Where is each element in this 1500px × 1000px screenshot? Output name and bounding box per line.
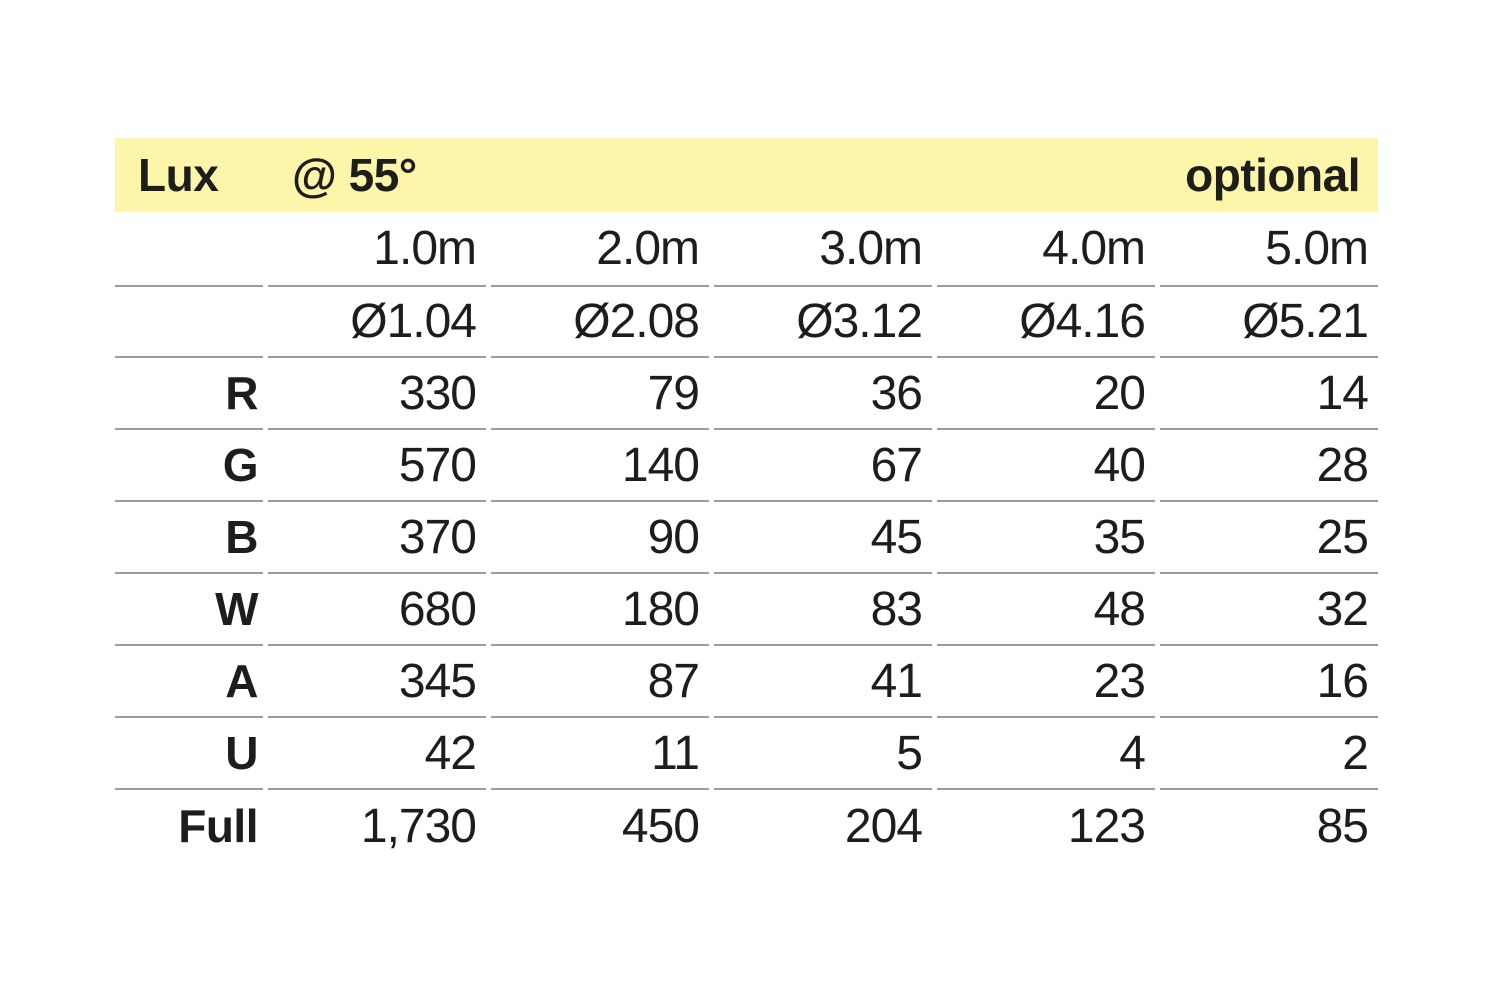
value-cell: 140 xyxy=(491,430,709,502)
value-cell: 87 xyxy=(491,646,709,718)
distance-header: 1.0m xyxy=(268,212,486,287)
table-row: G 570 140 67 40 28 xyxy=(115,430,1378,502)
row-label: R xyxy=(115,358,263,430)
value-cell: 35 xyxy=(937,502,1155,574)
diameter-header: Ø2.08 xyxy=(491,287,709,358)
row-label: U xyxy=(115,718,263,790)
row-label: A xyxy=(115,646,263,718)
table-row: U 42 11 5 4 2 xyxy=(115,718,1378,790)
row-label: B xyxy=(115,502,263,574)
value-cell: 180 xyxy=(491,574,709,646)
row-label: W xyxy=(115,574,263,646)
diameter-header: Ø1.04 xyxy=(268,287,486,358)
beam-angle-label: @ 55° xyxy=(292,149,417,201)
value-cell: 90 xyxy=(491,502,709,574)
value-cell: 36 xyxy=(714,358,932,430)
distance-header-row: 1.0m 2.0m 3.0m 4.0m 5.0m xyxy=(115,212,1378,287)
distance-header: 3.0m xyxy=(714,212,932,287)
diameter-header: Ø4.16 xyxy=(937,287,1155,358)
empty-corner-cell xyxy=(115,287,263,358)
value-cell: 1,730 xyxy=(360,799,477,853)
diameter-header-row: Ø1.04 Ø2.08 Ø3.12 Ø4.16 Ø5.21 xyxy=(115,287,1378,358)
table-header-band: Lux @ 55° optional xyxy=(115,138,1378,212)
value-cell: 79 xyxy=(491,358,709,430)
diameter-header: Ø5.21 xyxy=(1160,287,1378,358)
value-cell: 4 xyxy=(937,718,1155,790)
table-title: Lux xyxy=(138,149,219,201)
row-label: Full xyxy=(178,800,258,852)
table-row: Full 1,730 450 204 123 85 xyxy=(115,790,1378,862)
value-cell: 40 xyxy=(937,430,1155,502)
distance-header: 4.0m xyxy=(937,212,1155,287)
value-cell: 204 xyxy=(844,799,923,853)
value-cell: 680 xyxy=(268,574,486,646)
value-cell: 41 xyxy=(714,646,932,718)
table-row: R 330 79 36 20 14 xyxy=(115,358,1378,430)
diameter-header: Ø3.12 xyxy=(714,287,932,358)
value-cell: 25 xyxy=(1160,502,1378,574)
distance-header: 2.0m xyxy=(491,212,709,287)
value-cell: 2 xyxy=(1160,718,1378,790)
row-label: G xyxy=(115,430,263,502)
value-cell: 85 xyxy=(1316,799,1369,853)
distance-header: 5.0m xyxy=(1160,212,1378,287)
value-cell: 28 xyxy=(1160,430,1378,502)
value-cell: 20 xyxy=(937,358,1155,430)
value-cell: 123 xyxy=(1067,799,1146,853)
value-cell: 32 xyxy=(1160,574,1378,646)
value-cell: 370 xyxy=(268,502,486,574)
value-cell: 11 xyxy=(491,718,709,790)
value-cell: 48 xyxy=(937,574,1155,646)
table-row: W 680 180 83 48 32 xyxy=(115,574,1378,646)
table-body: 1.0m 2.0m 3.0m 4.0m 5.0m Ø1.04 Ø2.08 Ø3.… xyxy=(115,212,1378,862)
empty-corner-cell xyxy=(115,212,263,287)
lux-data-table: Lux @ 55° optional 1.0m 2.0m 3.0m 4.0m 5… xyxy=(115,138,1378,862)
value-cell: 330 xyxy=(268,358,486,430)
value-cell: 45 xyxy=(714,502,932,574)
value-cell: 16 xyxy=(1160,646,1378,718)
value-cell: 570 xyxy=(268,430,486,502)
optional-note: optional xyxy=(1185,149,1360,201)
table-row: A 345 87 41 23 16 xyxy=(115,646,1378,718)
value-cell: 345 xyxy=(268,646,486,718)
value-cell: 14 xyxy=(1160,358,1378,430)
value-cell: 5 xyxy=(714,718,932,790)
table-row: B 370 90 45 35 25 xyxy=(115,502,1378,574)
value-cell: 450 xyxy=(621,799,700,853)
value-cell: 23 xyxy=(937,646,1155,718)
value-cell: 42 xyxy=(268,718,486,790)
value-cell: 83 xyxy=(714,574,932,646)
value-cell: 67 xyxy=(714,430,932,502)
